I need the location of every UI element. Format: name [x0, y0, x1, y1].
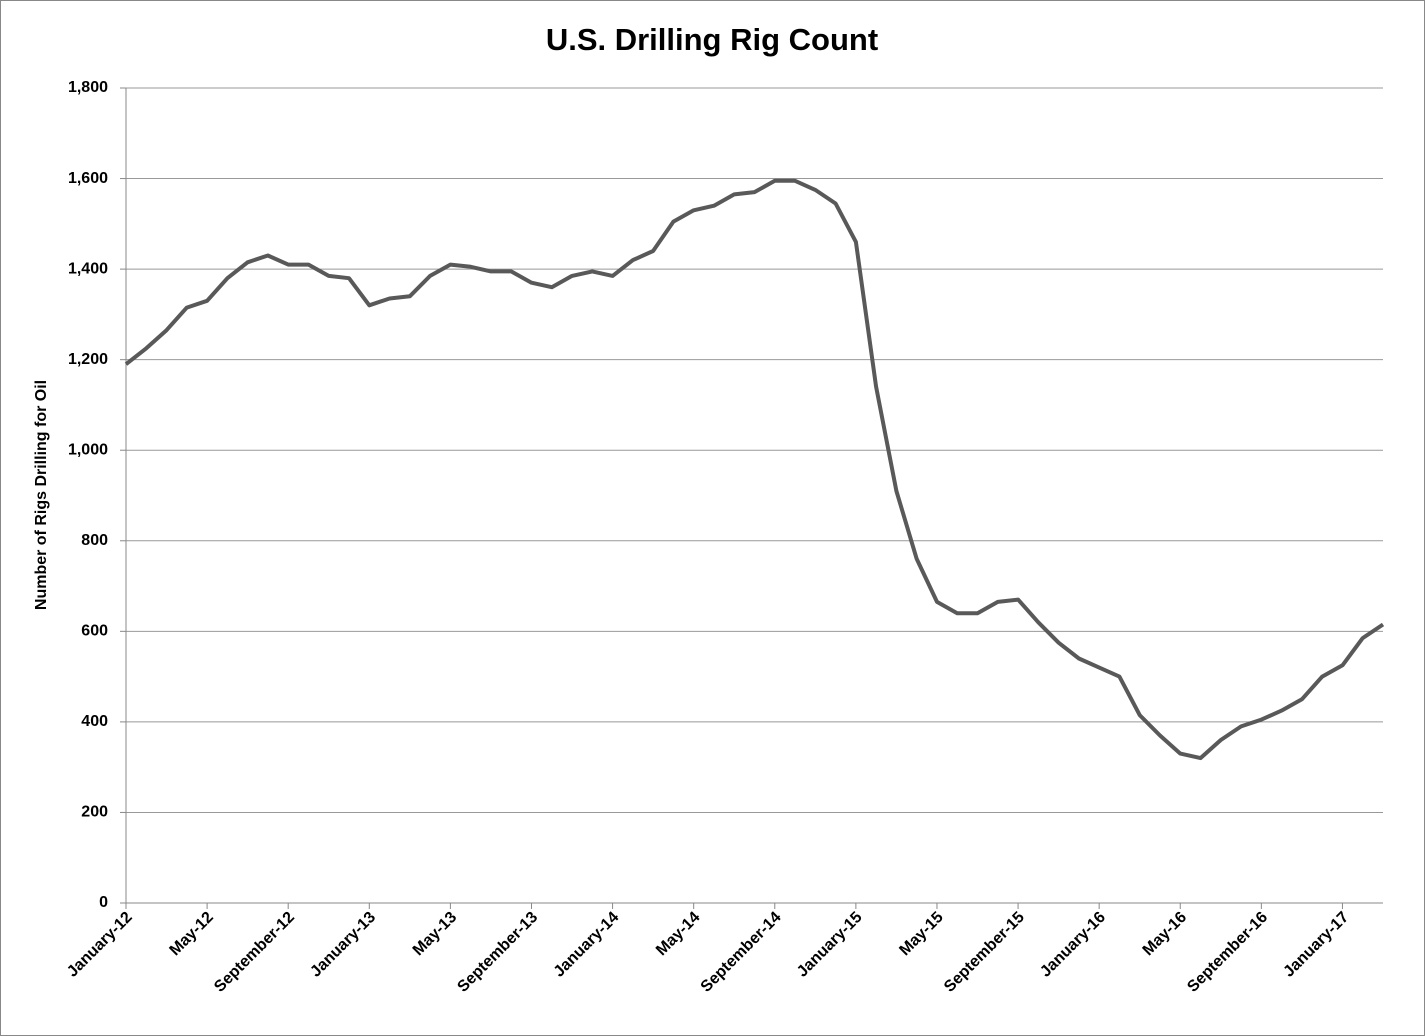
y-tick-label: 0 [99, 894, 108, 911]
y-tick-label: 600 [81, 623, 108, 640]
y-tick-label: 200 [81, 804, 108, 821]
y-tick-label: 1,600 [68, 170, 108, 187]
y-tick-label: 400 [81, 713, 108, 730]
chart-title: U.S. Drilling Rig Count [546, 22, 878, 57]
y-tick-label: 800 [81, 532, 108, 549]
data-line [124, 178, 1385, 761]
y-tick-label: 1,200 [68, 351, 108, 368]
y-tick-label: 1,800 [68, 79, 108, 96]
y-tick-label: 1,400 [68, 260, 108, 277]
y-axis-label: Number of Rigs Drilling for Oil [33, 380, 50, 610]
y-tick-label: 1,000 [68, 441, 108, 458]
